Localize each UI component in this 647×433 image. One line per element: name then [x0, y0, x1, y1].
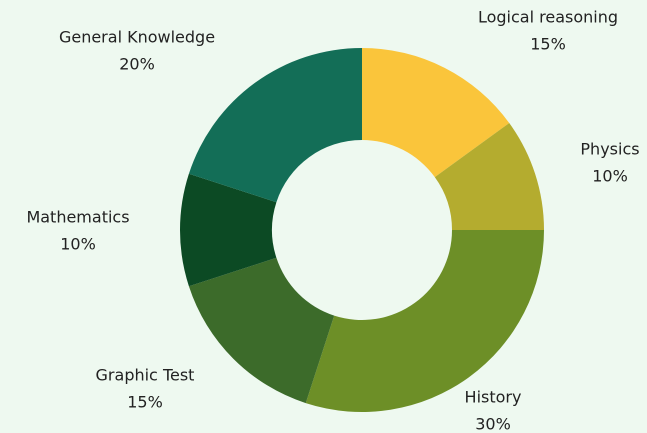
segment-label: History	[465, 388, 522, 407]
segment-label: Logical reasoning	[478, 8, 618, 27]
segment-label: Mathematics	[26, 208, 129, 227]
donut-segment	[434, 123, 544, 230]
segment-value-label: 30%	[475, 415, 511, 433]
segment-value-label: 15%	[127, 393, 163, 412]
segment-label: Physics	[580, 140, 639, 159]
donut-segment	[362, 48, 510, 178]
segment-value-label: 10%	[592, 167, 628, 186]
donut-segment	[188, 257, 335, 404]
segment-value-label: 15%	[530, 35, 566, 54]
donut-segment	[305, 230, 544, 412]
donut-segment	[188, 48, 362, 203]
segment-value-label: 10%	[60, 235, 96, 254]
donut-segment	[180, 173, 277, 287]
segment-label: General Knowledge	[59, 28, 215, 47]
segment-label: Graphic Test	[96, 366, 195, 385]
segment-value-label: 20%	[119, 55, 155, 74]
